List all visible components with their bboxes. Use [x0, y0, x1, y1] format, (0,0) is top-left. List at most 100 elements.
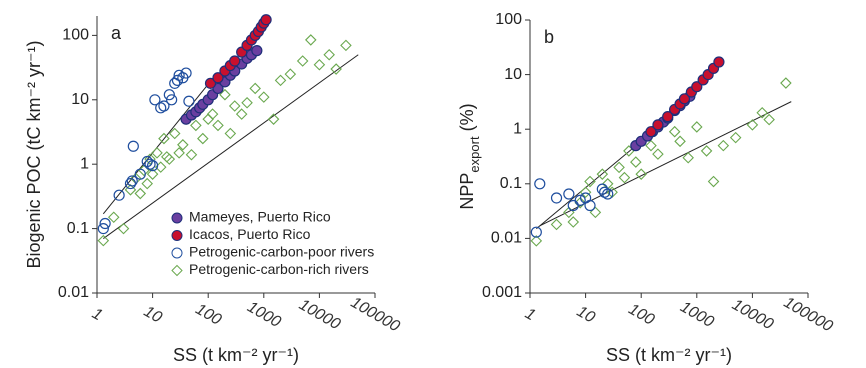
diamond-point	[584, 175, 596, 188]
x-tick-label: 100000	[348, 294, 403, 335]
y-tick-label: 0.01	[58, 284, 89, 301]
circle-point	[534, 178, 546, 190]
legend-label: Icacos, Puerto Rico	[189, 226, 311, 242]
diamond-point	[313, 58, 326, 71]
panel-label: a	[111, 23, 122, 43]
filled-point	[713, 56, 725, 68]
circle-point	[144, 158, 156, 170]
diamond-point	[124, 184, 137, 196]
diamond-point	[579, 186, 592, 199]
circle-point	[563, 188, 575, 200]
diamond-point	[691, 121, 703, 133]
diamond-point	[235, 108, 248, 120]
legend-label: Petrogenic-carbon-poor rivers	[189, 244, 374, 260]
diamond-point	[190, 119, 202, 132]
circle-point	[97, 222, 109, 235]
diamond-point	[146, 168, 159, 180]
circle-point	[574, 194, 586, 206]
circle-point	[584, 199, 596, 212]
y-axis-label-part: export	[467, 136, 482, 173]
circle-point	[134, 168, 146, 180]
diamond-point	[97, 234, 110, 247]
y-tick-label: 0.1	[500, 175, 522, 192]
diamond-point	[117, 222, 130, 235]
y-axis-label-part: NPP	[457, 173, 477, 210]
y-axis-label-part: Biogenic POC (tC km⁻² yr⁻¹)	[24, 40, 44, 268]
diamond-point	[567, 216, 580, 228]
fit-line	[102, 73, 217, 215]
legend-marker	[171, 264, 183, 277]
y-tick-label: 10	[504, 66, 522, 83]
legend-marker	[171, 247, 183, 259]
x-axis-label: SS (t km⁻² yr⁻¹)	[173, 345, 299, 365]
y-tick-label: 100	[62, 27, 89, 44]
x-tick-label: 10	[141, 303, 165, 327]
legend-marker	[171, 212, 183, 224]
filled-point	[645, 126, 657, 138]
x-tick-label: 1000	[244, 298, 283, 331]
x-tick-label: 1	[522, 305, 538, 324]
diamond-point	[682, 151, 694, 164]
diamond-point	[228, 100, 241, 112]
y-tick-label: 100	[495, 11, 522, 28]
x-tick-label: 100	[193, 301, 225, 329]
diamond-point	[197, 132, 209, 145]
filled-point	[260, 14, 272, 26]
diamond-point	[530, 235, 543, 247]
diamond-point	[305, 34, 317, 46]
diamond-point	[173, 147, 185, 159]
diamond-point	[717, 139, 730, 152]
diamond-point	[249, 82, 261, 95]
diamond-point	[134, 187, 147, 200]
diamond-point	[574, 196, 586, 209]
diamond-point	[168, 127, 181, 140]
diamond-point	[241, 96, 253, 109]
x-tick-label: 10	[574, 303, 598, 327]
diamond-point	[550, 218, 563, 231]
circle-point	[567, 199, 579, 212]
circle-point	[158, 100, 170, 112]
diamond-point	[618, 171, 631, 184]
circle-point	[124, 177, 137, 190]
diamond-point	[323, 48, 335, 61]
diamond-point	[756, 106, 768, 119]
diamond-point	[158, 132, 170, 145]
filled-point	[691, 81, 703, 93]
diamond-point	[185, 149, 198, 161]
diamond-point	[763, 113, 775, 126]
circle-point	[550, 192, 563, 204]
circle-point	[171, 74, 184, 87]
fit-line	[103, 54, 359, 239]
diamond-point	[780, 77, 792, 89]
y-axis-label-part: (%)	[457, 103, 477, 136]
diamond-point	[258, 91, 270, 103]
y-tick-label: 0.001	[482, 284, 522, 301]
circle-point	[530, 226, 542, 238]
circle-point	[149, 94, 161, 106]
x-tick-label: 10000	[729, 296, 776, 333]
y-tick-label: 10	[71, 91, 89, 108]
circle-point	[166, 94, 178, 106]
circle-point	[163, 89, 175, 101]
y-axis-label: Biogenic POC (tC km⁻² yr⁻¹)	[24, 40, 44, 268]
diamond-point	[700, 145, 713, 157]
diamond-point	[589, 206, 602, 219]
diamond-point	[274, 74, 287, 87]
diamond-point	[296, 55, 309, 67]
circle-point	[99, 217, 111, 230]
diamond-point	[613, 161, 625, 174]
filled-point	[229, 55, 241, 67]
diamond-point	[141, 177, 153, 190]
filled-point	[251, 45, 263, 57]
diamond-point	[284, 68, 297, 80]
diamond-point	[630, 156, 642, 168]
diamond-point	[212, 119, 224, 132]
diamond-point	[330, 63, 342, 75]
circle-point	[113, 189, 125, 201]
diamond-point	[163, 153, 176, 165]
x-tick-label: 100000	[781, 294, 836, 335]
x-axis-label: SS (t km⁻² yr⁻¹)	[606, 345, 732, 365]
x-tick-label: 1000	[677, 298, 716, 331]
diamond-point	[267, 113, 280, 125]
